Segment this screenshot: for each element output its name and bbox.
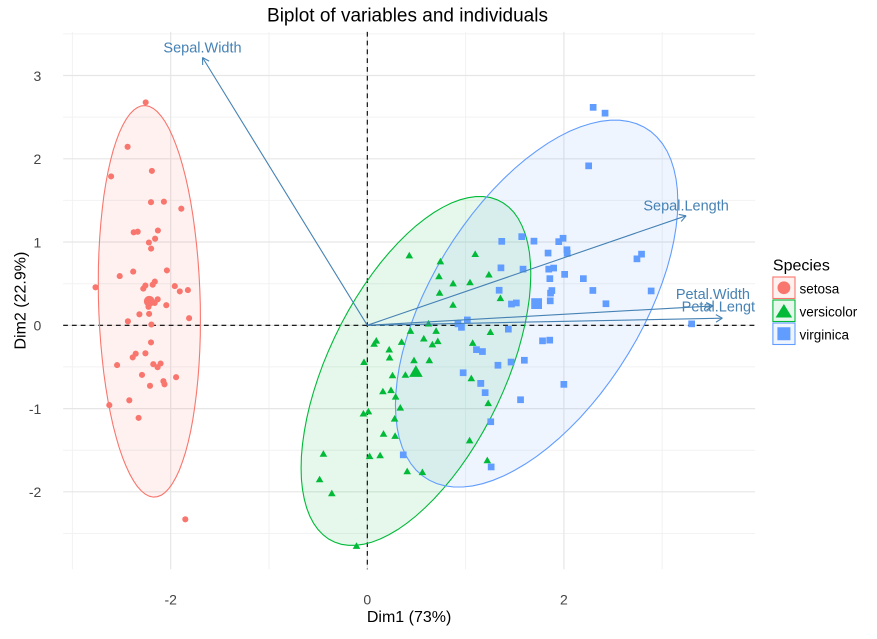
- svg-text:0: 0: [363, 591, 371, 607]
- svg-text:-2: -2: [29, 484, 42, 500]
- svg-text:-2: -2: [164, 591, 177, 607]
- svg-text:2: 2: [34, 151, 42, 167]
- svg-text:virginica: virginica: [800, 328, 850, 343]
- svg-text:Dim1 (73%): Dim1 (73%): [367, 609, 451, 626]
- svg-text:setosa: setosa: [800, 282, 840, 297]
- svg-text:0: 0: [34, 318, 42, 334]
- svg-text:-1: -1: [29, 401, 42, 417]
- svg-text:Biplot of variables and indivi: Biplot of variables and individuals: [267, 6, 548, 27]
- svg-text:3: 3: [34, 68, 42, 84]
- svg-text:Sepal.Length: Sepal.Length: [643, 199, 728, 215]
- svg-text:1: 1: [34, 234, 42, 250]
- svg-text:Dim2 (22.9%): Dim2 (22.9%): [12, 252, 29, 350]
- svg-text:2: 2: [560, 591, 568, 607]
- svg-text:Species: Species: [773, 257, 830, 274]
- svg-text:Petal.Width: Petal.Width: [676, 287, 750, 303]
- svg-text:versicolor: versicolor: [800, 305, 858, 320]
- svg-text:Sepal.Width: Sepal.Width: [163, 40, 241, 56]
